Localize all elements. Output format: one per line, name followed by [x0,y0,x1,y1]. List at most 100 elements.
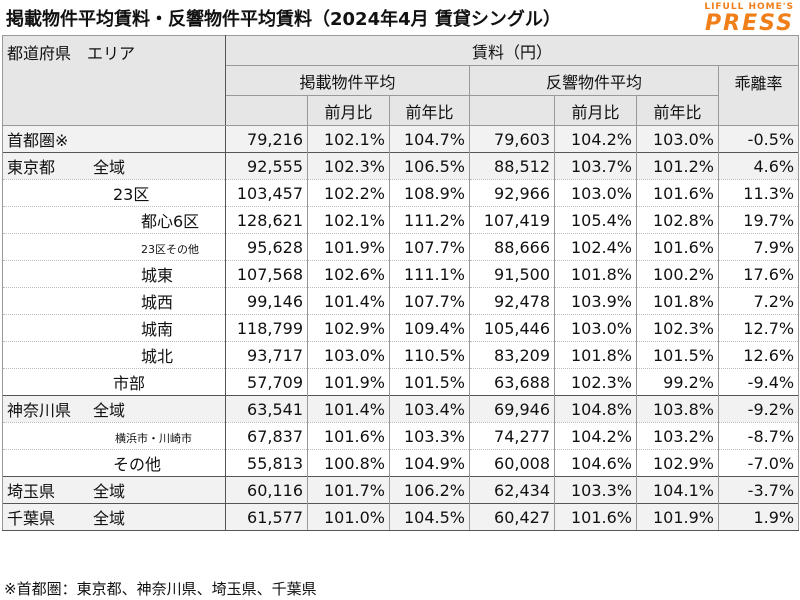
area-label: 城北 [141,347,174,366]
header-rent: 賃料（円） [224,35,800,66]
cell-divergence: 12.6% [717,341,800,369]
cell-inquiry-mom: 102.3% [554,368,637,396]
area-label: 全域 [93,401,126,420]
cell-divergence: 17.6% [717,260,800,288]
table-row: 神奈川県 全域 63,541 101.4% 103.4% 69,946 104.8% 103.… [2,395,800,423]
cell-inquiry-yoy: 102.8% [636,206,719,234]
brand-logo: LIFULL HOME'S PRESS [704,1,794,35]
cell-listing-yoy: 106.2% [389,476,470,504]
cell-inquiry-yoy: 103.2% [636,422,719,450]
cell-listing-mom: 101.9% [307,368,390,396]
row-label: 横浜市・川崎市 [2,422,226,450]
cell-inquiry-avg: 92,478 [469,287,555,315]
row-label: 城南 [2,314,226,342]
cell-inquiry-avg: 92,966 [469,179,555,207]
prefecture-label: 埼玉県 [7,482,56,501]
cell-inquiry-avg: 107,419 [469,206,555,234]
cell-inquiry-mom: 103.0% [554,314,637,342]
cell-listing-mom: 103.0% [307,341,390,369]
cell-inquiry-avg: 60,427 [469,503,555,531]
cell-inquiry-yoy: 101.6% [636,233,719,261]
row-label: 神奈川県 全域 [2,395,226,423]
area-label: 城南 [141,320,174,339]
area-label: 市部 [113,374,146,393]
area-label: 全域 [93,509,126,528]
cell-listing-mom: 100.8% [307,449,390,477]
cell-inquiry-mom: 102.4% [554,233,637,261]
cell-listing-mom: 101.7% [307,476,390,504]
cell-listing-yoy: 111.2% [389,206,470,234]
row-label: 23区 [2,179,226,207]
cell-listing-mom: 101.6% [307,422,390,450]
cell-listing-yoy: 101.5% [389,368,470,396]
cell-listing-avg: 95,628 [225,233,308,261]
cell-listing-yoy: 103.4% [389,395,470,423]
cell-listing-yoy: 104.7% [389,125,470,153]
table-row: 千葉県 全域 61,577 101.0% 104.5% 60,427 101.6% 101.9… [2,503,800,531]
cell-divergence: 4.6% [717,152,800,180]
cell-divergence: 7.9% [717,233,800,261]
table-row: その他 55,813 100.8% 104.9% 60,008 104.6% 102.9% -… [2,449,800,477]
cell-inquiry-yoy: 101.6% [636,179,719,207]
cell-divergence: 19.7% [717,206,800,234]
cell-listing-yoy: 104.9% [389,449,470,477]
table-row: 市部 57,709 101.9% 101.5% 63,688 102.3% 99.2% -9.… [2,368,800,396]
row-label: 東京都 全域 [2,152,226,180]
cell-listing-avg: 55,813 [225,449,308,477]
cell-inquiry-avg: 105,446 [469,314,555,342]
cell-inquiry-yoy: 101.5% [636,341,719,369]
cell-listing-mom: 101.0% [307,503,390,531]
row-label: 千葉県 全域 [2,503,226,531]
cell-listing-avg: 99,146 [225,287,308,315]
cell-listing-avg: 63,541 [225,395,308,423]
cell-listing-mom: 101.4% [307,287,390,315]
area-label: 23区 [113,185,150,204]
cell-divergence: 12.7% [717,314,800,342]
cell-inquiry-yoy: 101.8% [636,287,719,315]
table-body: 首都圏※ 79,216 102.1% 104.7% 79,603 104.2% 103.0%… [2,125,800,531]
cell-inquiry-yoy: 101.9% [636,503,719,531]
table-row: 都心6区 128,621 102.1% 111.2% 107,419 105.4% 102.… [2,206,800,234]
cell-listing-mom: 101.4% [307,395,390,423]
table-row: 城北 93,717 103.0% 110.5% 83,209 101.8% 101.5% 12… [2,341,800,369]
table-row: 横浜市・川崎市 67,837 101.6% 103.3% 74,277 104.2% 103… [2,422,800,450]
header-inquiry-mom: 前月比 [554,95,637,126]
cell-listing-yoy: 107.7% [389,287,470,315]
cell-inquiry-mom: 103.7% [554,152,637,180]
cell-inquiry-yoy: 99.2% [636,368,719,396]
header-blank [469,95,555,126]
cell-inquiry-avg: 83,209 [469,341,555,369]
cell-inquiry-avg: 74,277 [469,422,555,450]
cell-inquiry-avg: 62,434 [469,476,555,504]
table-row: 城東 107,568 102.6% 111.1% 91,500 101.8% 100.2% 1… [2,260,800,288]
header-divergence: 乖離率 [717,65,800,126]
cell-inquiry-mom: 104.8% [554,395,637,423]
cell-divergence: 1.9% [717,503,800,531]
cell-listing-yoy: 107.7% [389,233,470,261]
cell-listing-yoy: 109.4% [389,314,470,342]
prefecture-label: 神奈川県 [7,401,72,420]
rent-table: 都道府県 エリア 賃料（円） 掲載物件平均 反響物件平均 乖離率 前月比 前年比… [2,35,800,531]
cell-listing-mom: 101.9% [307,233,390,261]
row-label: 首都圏※ [2,125,226,153]
cell-inquiry-mom: 101.8% [554,260,637,288]
area-label: その他 [113,455,162,474]
area-label: 城東 [141,266,174,285]
area-label: 横浜市・川崎市 [115,431,192,445]
cell-listing-avg: 107,568 [225,260,308,288]
table-row: 首都圏※ 79,216 102.1% 104.7% 79,603 104.2% 103.0%… [2,125,800,153]
row-label: 城北 [2,341,226,369]
cell-listing-mom: 102.1% [307,206,390,234]
cell-listing-avg: 128,621 [225,206,308,234]
prefecture-label: 東京都 [7,158,56,177]
cell-listing-mom: 102.2% [307,179,390,207]
cell-inquiry-avg: 69,946 [469,395,555,423]
cell-listing-avg: 57,709 [225,368,308,396]
cell-listing-yoy: 110.5% [389,341,470,369]
table-row: 23区その他 95,628 101.9% 107.7% 88,666 102.4% 101.… [2,233,800,261]
cell-inquiry-yoy: 103.8% [636,395,719,423]
cell-inquiry-mom: 101.8% [554,341,637,369]
cell-inquiry-mom: 104.2% [554,125,637,153]
cell-inquiry-yoy: 101.2% [636,152,719,180]
area-label: 全域 [93,158,126,177]
